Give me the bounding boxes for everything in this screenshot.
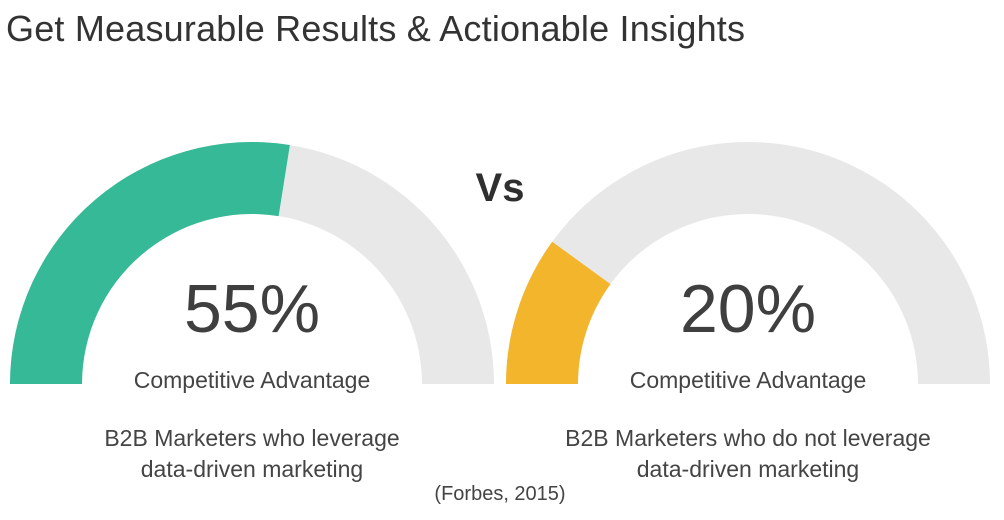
gauge-right-caption: Competitive Advantage xyxy=(630,367,867,393)
gauge-right-track xyxy=(506,142,990,384)
gauge-right-fill xyxy=(506,241,611,384)
gauge-left-caption: Competitive Advantage xyxy=(134,367,371,393)
gauge-left-value-label: 55% xyxy=(184,271,320,347)
gauge-right: 20% Competitive Advantage B2B Marketers … xyxy=(506,142,990,482)
gauge-right-value-label: 20% xyxy=(680,271,816,347)
gauge-left-fill xyxy=(10,141,290,384)
vs-label: Vs xyxy=(476,166,525,210)
source-citation: (Forbes, 2015) xyxy=(434,483,565,505)
gauge-right-description-line1: B2B Marketers who do not leverage xyxy=(565,425,931,451)
gauge-left: 55% Competitive Advantage B2B Marketers … xyxy=(10,141,494,482)
gauge-left-description-line1: B2B Marketers who leverage xyxy=(104,425,399,451)
gauge-right-description-line2: data-driven marketing xyxy=(637,456,859,482)
page-title: Get Measurable Results & Actionable Insi… xyxy=(6,8,746,49)
gauge-left-description-line2: data-driven marketing xyxy=(141,456,363,482)
